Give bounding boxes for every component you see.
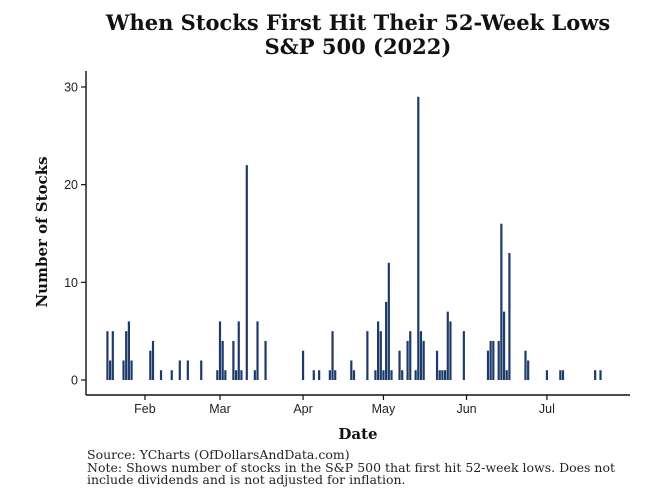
bar (443, 370, 447, 380)
chart-title: When Stocks First Hit Their 52-Week Lows (105, 10, 610, 35)
bar (497, 340, 500, 380)
bar (127, 321, 130, 380)
bar (505, 370, 508, 380)
bar (253, 370, 256, 380)
bar (352, 370, 356, 380)
bar (398, 350, 401, 380)
bar (390, 370, 393, 380)
footnote: Note: Shows number of stocks in the S&P … (87, 459, 616, 487)
bar (417, 96, 420, 381)
y-axis-ticks: 0 10 20 30 (64, 81, 86, 388)
bar (224, 370, 227, 380)
chart-footer: Source: YCharts (OfDollarsAndData.com) N… (87, 447, 627, 487)
bar (159, 370, 163, 380)
bar (379, 331, 382, 380)
source-note: Source: YCharts (OfDollarsAndData.com) (87, 447, 350, 462)
bar (492, 340, 495, 380)
bar (561, 370, 565, 380)
bar (264, 340, 267, 380)
bar (414, 370, 417, 380)
bar (111, 331, 114, 380)
bar (186, 360, 189, 380)
bar (419, 331, 423, 380)
bar (122, 360, 125, 380)
bar (545, 370, 549, 380)
bar (237, 321, 240, 380)
bar (559, 370, 562, 380)
bar (508, 253, 511, 380)
x-tick-label: May (372, 402, 396, 416)
chart-subtitle: S&P 500 (2022) (265, 34, 452, 59)
bar (527, 360, 530, 380)
bar (149, 350, 152, 380)
y-tick-label: 20 (64, 178, 78, 192)
x-axis-title: Date (338, 425, 377, 443)
bar (377, 321, 380, 380)
bar (218, 321, 222, 380)
bar (500, 223, 503, 380)
y-tick-label: 30 (64, 81, 78, 95)
y-tick-label: 10 (64, 276, 78, 290)
bar (382, 370, 385, 380)
bar (462, 331, 465, 380)
y-axis-title: Number of Stocks (33, 156, 51, 307)
bar (449, 321, 452, 380)
bar (406, 340, 409, 380)
x-axis-ticks: Feb Mar Apr May Jun Jul (134, 395, 555, 416)
bar (216, 370, 219, 380)
bar (486, 350, 490, 380)
bar (151, 340, 155, 380)
bar (245, 165, 248, 380)
bar (385, 301, 388, 380)
bar (301, 350, 305, 380)
x-tick-label: Feb (134, 402, 156, 416)
bar (234, 370, 238, 380)
bar (328, 370, 331, 380)
x-tick-label: Mar (209, 402, 231, 416)
bar (221, 340, 224, 380)
bar (401, 370, 404, 380)
x-tick-label: Jul (539, 402, 555, 416)
bar (318, 370, 321, 380)
bar (374, 370, 377, 380)
bar (109, 360, 112, 380)
bar (125, 331, 128, 380)
bar (438, 370, 441, 380)
bar (256, 321, 259, 380)
bar (232, 340, 235, 380)
x-tick-label: Apr (293, 402, 312, 416)
bar (435, 350, 439, 380)
x-tick-label: Jun (456, 402, 476, 416)
bar (502, 311, 506, 380)
bar (240, 370, 243, 380)
bar (366, 331, 369, 380)
bar-series (106, 96, 602, 381)
y-tick-label: 0 (71, 374, 78, 388)
bar (524, 350, 527, 380)
bar (446, 311, 449, 380)
bar (130, 360, 133, 380)
bar (599, 370, 602, 380)
bar (489, 340, 492, 380)
bar (422, 340, 425, 380)
bar (170, 370, 173, 380)
bar (441, 370, 444, 380)
bar (200, 360, 203, 380)
bar (334, 370, 337, 380)
bar (106, 331, 109, 380)
bar (350, 360, 353, 380)
bar (409, 331, 412, 380)
bar (594, 370, 597, 380)
bar (178, 360, 181, 380)
bar (331, 331, 334, 380)
bar (312, 370, 315, 380)
bar (387, 262, 390, 380)
